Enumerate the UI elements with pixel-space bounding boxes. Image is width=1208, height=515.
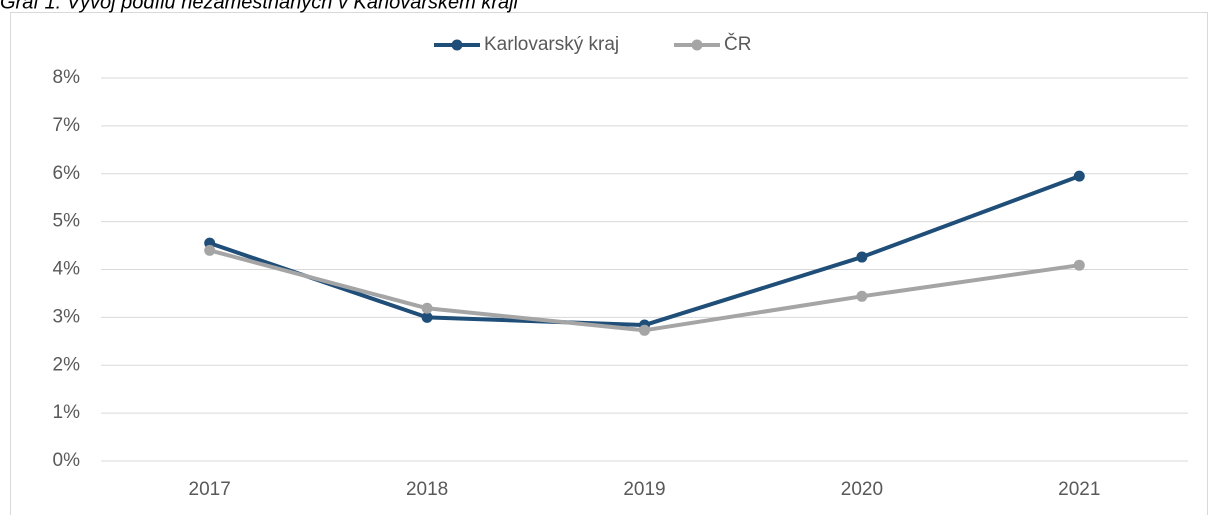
point xyxy=(639,324,650,336)
point xyxy=(421,302,433,314)
y-tick-label: 7% xyxy=(53,115,81,136)
chart-frame xyxy=(10,12,1208,515)
y-tick-label: 5% xyxy=(53,211,81,232)
x-tick-label: 2017 xyxy=(189,479,231,500)
y-tick-label: 3% xyxy=(53,306,81,327)
x-tick-label: 2018 xyxy=(406,479,448,500)
legend-label: Karlovarský kraj xyxy=(484,34,619,55)
y-tick-label: 0% xyxy=(53,450,81,471)
point xyxy=(856,251,868,263)
legend-label: ČR xyxy=(724,33,751,55)
point xyxy=(856,290,868,302)
y-tick-label: 8% xyxy=(53,67,81,88)
y-tick-label: 1% xyxy=(53,402,81,423)
y-tick-label: 2% xyxy=(53,354,81,375)
point xyxy=(1073,259,1085,271)
y-tick-label: 6% xyxy=(53,163,81,184)
chart-title: Graf 1: Vývoj podílu nezaměstnaných v Ka… xyxy=(0,0,519,13)
x-tick-label: 2021 xyxy=(1058,479,1100,500)
legend-marker xyxy=(691,39,703,51)
point xyxy=(421,311,433,323)
legend-marker xyxy=(451,39,463,51)
point xyxy=(204,244,216,256)
x-tick-label: 2020 xyxy=(841,479,883,500)
x-tick-label: 2019 xyxy=(623,479,665,500)
point xyxy=(1073,170,1085,182)
y-tick-label: 4% xyxy=(53,259,81,280)
